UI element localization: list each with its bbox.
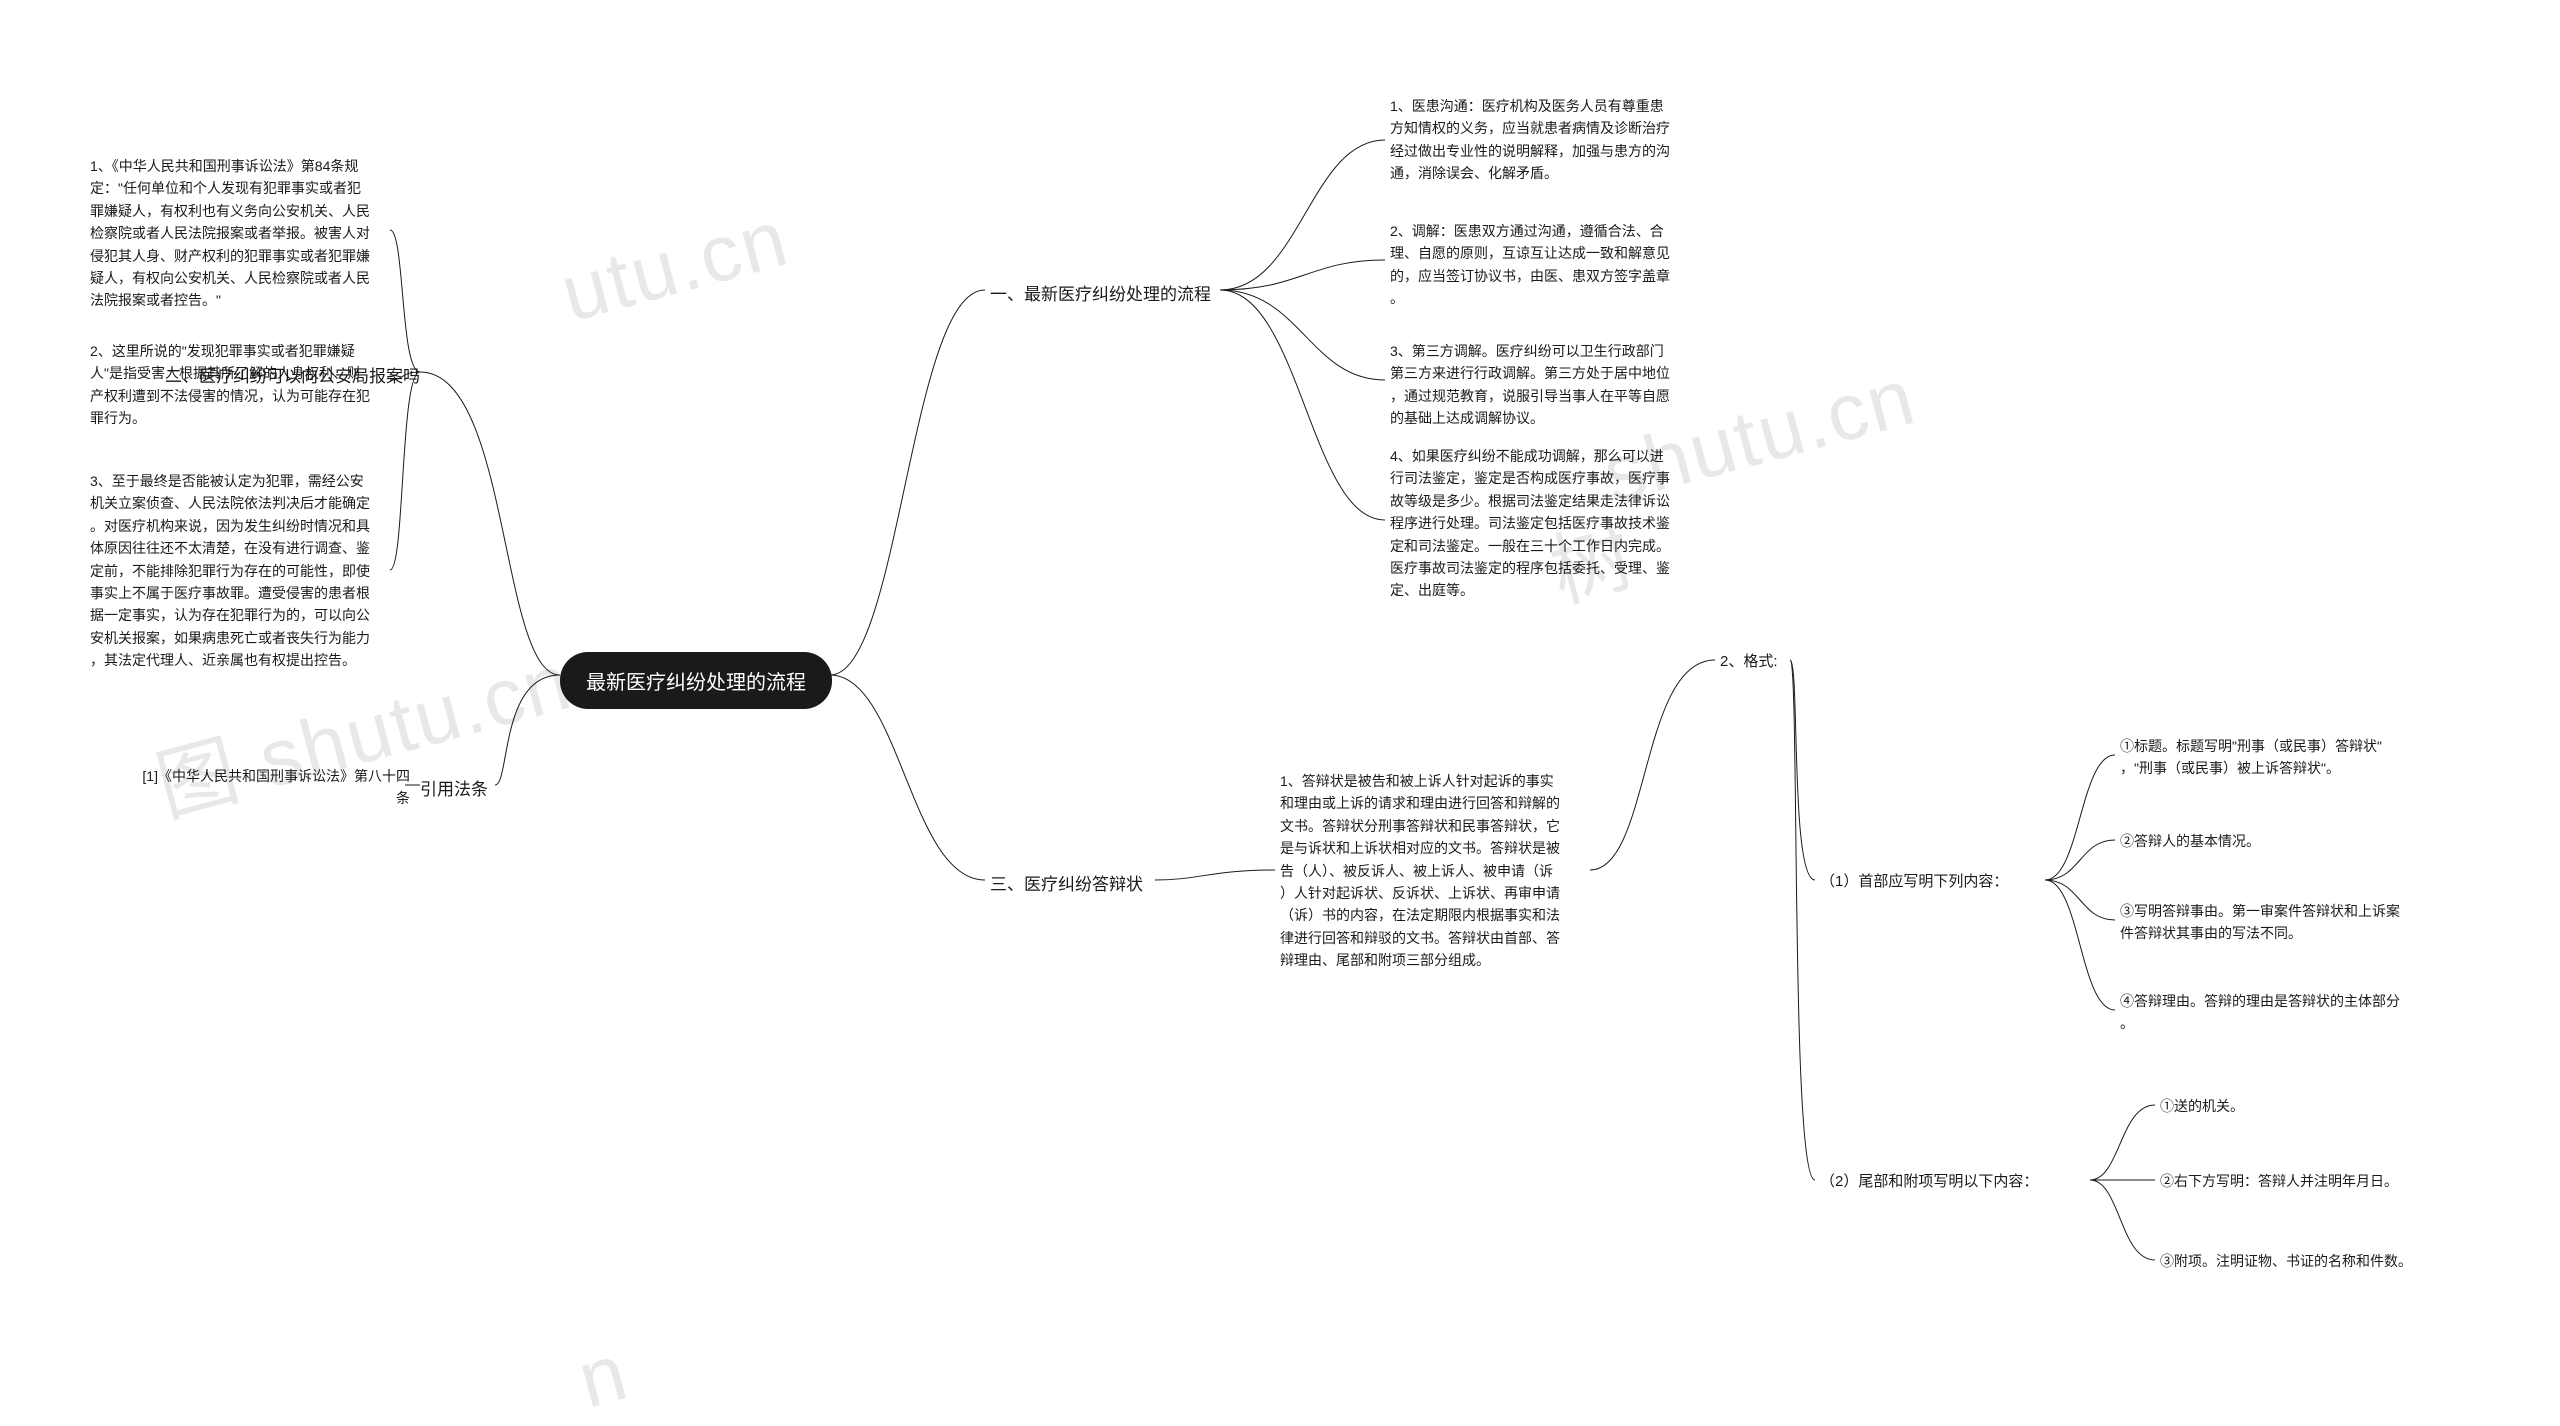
leaf-f1-4: ④答辩理由。答辩的理由是答辩状的主体部分 。 [2120, 990, 2440, 1035]
leaf-s2-2: 2、这里所说的"发现犯罪事实或者犯罪嫌疑 人"是指受害人根据其所了解的人身权利、… [90, 340, 390, 430]
leaf-s2-3: 3、至于最终是否能被认定为犯罪，需经公安 机关立案侦查、人民法院依法判决后才能确… [90, 470, 390, 672]
leaf-s1-4: 4、如果医疗纠纷不能成功调解，那么可以进 行司法鉴定，鉴定是否构成医疗事故，医疗… [1390, 445, 1700, 602]
leaf-s1-1: 1、医患沟通：医疗机构及医务人员有尊重患 方知情权的义务，应当就患者病情及诊断治… [1390, 95, 1700, 185]
watermark-4: n [569, 1326, 638, 1426]
leaf-f2-2: ②右下方写明：答辩人并注明年月日。 [2160, 1170, 2460, 1192]
branch-section-3: 三、医疗纠纷答辩状 [990, 870, 1143, 895]
leaf-s2-1: 1、《中华人民共和国刑事诉讼法》第84条规 定："任何单位和个人发现有犯罪事实或… [90, 155, 390, 312]
root-node: 最新医疗纠纷处理的流程 [560, 652, 832, 709]
leaf-cite-1: [1]《中华人民共和国刑事诉讼法》第八十四 条 [130, 765, 410, 810]
branch-section-1: 一、最新医疗纠纷处理的流程 [990, 280, 1211, 305]
branch-cite: 引用法条 [420, 775, 488, 800]
leaf-s1-2: 2、调解：医患双方通过沟通，遵循合法、合 理、自愿的原则，互谅互让达成一致和解意… [1390, 220, 1700, 310]
leaf-f2-3: ③附项。注明证物、书证的名称和件数。 [2160, 1250, 2460, 1272]
watermark-2: utu.cn [552, 192, 798, 340]
branch-format: 2、格式: [1720, 650, 1778, 674]
leaf-f1-3: ③写明答辩事由。第一审案件答辩状和上诉案 件答辩状其事由的写法不同。 [2120, 900, 2440, 945]
leaf-f2-1: ①送的机关。 [2160, 1095, 2460, 1117]
branch-format-2: （2）尾部和附项写明以下内容： [1820, 1170, 2038, 1194]
leaf-f1-1: ①标题。标题写明"刑事（或民事）答辩状" ，"刑事（或民事）被上诉答辩状"。 [2120, 735, 2440, 780]
leaf-s1-3: 3、第三方调解。医疗纠纷可以卫生行政部门 第三方来进行行政调解。第三方处于居中地… [1390, 340, 1700, 430]
leaf-s3-intro: 1、答辩状是被告和被上诉人针对起诉的事实 和理由或上诉的请求和理由进行回答和辩解… [1280, 770, 1590, 972]
branch-format-1: （1）首部应写明下列内容： [1820, 870, 2008, 894]
leaf-f1-2: ②答辩人的基本情况。 [2120, 830, 2440, 852]
